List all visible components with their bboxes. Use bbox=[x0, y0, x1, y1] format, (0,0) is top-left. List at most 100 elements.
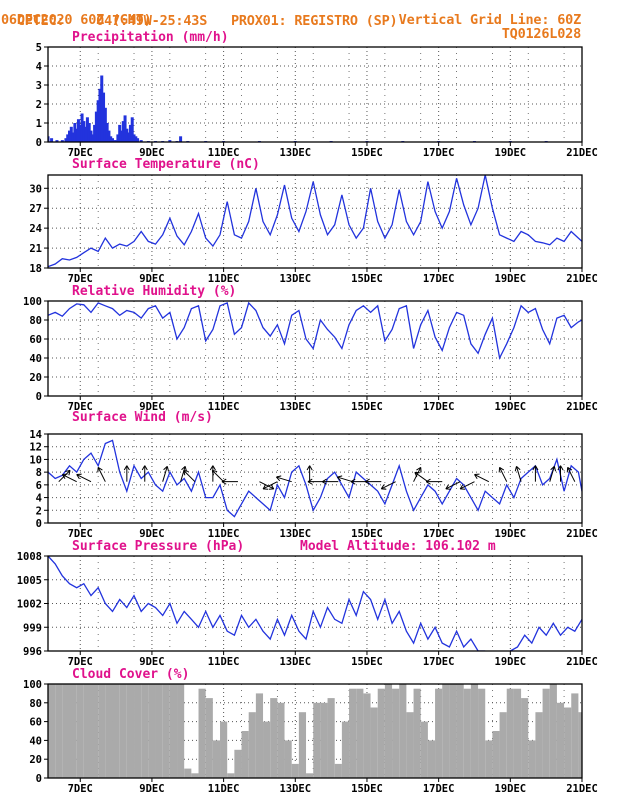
cloud-bar bbox=[463, 688, 471, 778]
cloud-bar bbox=[55, 684, 63, 778]
wind-arrowhead bbox=[276, 476, 281, 482]
wind-arrowhead bbox=[414, 472, 418, 478]
y-tick-label: 3 bbox=[36, 80, 42, 92]
cloud-bar bbox=[478, 688, 486, 778]
precip-bar bbox=[130, 117, 134, 142]
x-tick-label: 19DEC bbox=[495, 783, 527, 795]
y-tick-label: 12 bbox=[29, 442, 42, 454]
wind-arrowhead bbox=[209, 465, 214, 471]
cloud-bar bbox=[105, 684, 113, 778]
wind-title: Surface Wind (m/s) bbox=[72, 410, 213, 425]
wind-arrowhead bbox=[350, 478, 356, 483]
precip-bar bbox=[93, 124, 97, 142]
x-tick-label: 9DEC bbox=[139, 528, 164, 540]
wind-arrowhead bbox=[459, 484, 464, 490]
precip-bar bbox=[84, 126, 88, 142]
cloud-bar bbox=[277, 702, 285, 778]
y-tick-label: 24 bbox=[29, 223, 42, 235]
y-tick-label: 4 bbox=[36, 61, 42, 73]
x-tick-label: 21DEC bbox=[566, 273, 598, 285]
cloud-bar bbox=[377, 688, 385, 778]
wind-arrowhead bbox=[221, 481, 227, 485]
precip-bar bbox=[111, 138, 115, 142]
wind-arrowhead bbox=[532, 465, 536, 471]
cloud-bar bbox=[420, 721, 428, 778]
x-tick-label: 15DEC bbox=[351, 783, 383, 795]
cloud-bar bbox=[177, 684, 185, 778]
precip-bar bbox=[127, 132, 131, 142]
y-tick-label: 1 bbox=[36, 118, 42, 130]
precip-bar bbox=[48, 136, 50, 142]
x-tick-label: 7DEC bbox=[68, 147, 93, 159]
cloud-bar bbox=[384, 684, 393, 778]
wind-arrowhead bbox=[163, 465, 168, 471]
wind-arrowhead bbox=[221, 478, 227, 483]
x-tick-label: 15DEC bbox=[351, 528, 383, 540]
cloud-bar bbox=[119, 684, 127, 778]
cloud-bar bbox=[162, 684, 170, 778]
wind-arrow bbox=[474, 474, 490, 483]
y-tick-label: 18 bbox=[29, 263, 42, 275]
cloud-bar bbox=[470, 684, 479, 778]
precip-bar bbox=[91, 134, 95, 142]
wind-arrow bbox=[183, 470, 196, 483]
wind-arrow bbox=[459, 481, 475, 490]
y-tick-label: 27 bbox=[29, 203, 42, 215]
cloud-bar bbox=[141, 684, 149, 778]
precip-bar bbox=[139, 140, 143, 142]
y-tick-label: 5 bbox=[36, 42, 42, 54]
precip-bar bbox=[121, 121, 125, 142]
wind-arrow bbox=[262, 481, 278, 490]
wind-arrowhead bbox=[270, 484, 275, 490]
x-tick-label: 11DEC bbox=[208, 656, 240, 668]
x-tick-label: 19DEC bbox=[495, 401, 527, 413]
wind-arrow bbox=[62, 474, 77, 483]
precip-bar bbox=[123, 115, 127, 142]
wind-arrowhead bbox=[516, 465, 521, 471]
wind-arrow bbox=[162, 466, 168, 482]
x-tick-label: 15DEC bbox=[351, 273, 383, 285]
cloud-title: Cloud Cover (%) bbox=[72, 667, 189, 682]
wind-arrowhead bbox=[553, 466, 557, 472]
precip-bar bbox=[73, 123, 77, 142]
x-tick-label: 21DEC bbox=[566, 656, 598, 668]
precip-bar bbox=[60, 140, 64, 142]
precip-bar bbox=[50, 138, 54, 142]
cloud-bar bbox=[155, 684, 163, 778]
cloud-bar bbox=[148, 684, 156, 778]
wind-arrow bbox=[97, 467, 106, 482]
temp-frame bbox=[47, 174, 583, 269]
y-tick-label: 60 bbox=[29, 334, 42, 346]
precip-bar bbox=[168, 140, 172, 142]
cloud-bar bbox=[306, 773, 314, 778]
wind-line bbox=[48, 439, 582, 518]
precip-bar bbox=[96, 100, 100, 142]
x-tick-label: 21DEC bbox=[566, 147, 598, 159]
wind-arrow bbox=[515, 466, 522, 482]
cloud-bar bbox=[62, 684, 70, 778]
wind-arrow bbox=[337, 476, 353, 483]
cloud-bar bbox=[284, 740, 292, 778]
cloud-bar bbox=[406, 712, 414, 778]
precip-bar bbox=[87, 123, 91, 142]
y-tick-label: 40 bbox=[29, 353, 42, 365]
coordinates: 047:49W-25:43S bbox=[96, 13, 208, 29]
wind-arrowhead bbox=[337, 475, 343, 478]
wind-arrow bbox=[76, 474, 92, 483]
cloud-bar bbox=[212, 740, 221, 778]
cloud-bar bbox=[556, 702, 565, 778]
precip-bar bbox=[98, 88, 102, 142]
precip-bar bbox=[66, 134, 70, 142]
wind-arrowhead bbox=[425, 481, 431, 485]
y-tick-label: 60 bbox=[29, 717, 42, 729]
precip-bar bbox=[114, 140, 118, 142]
cloud-bar bbox=[126, 684, 135, 778]
x-tick-label: 9DEC bbox=[139, 783, 164, 795]
cloud-bar bbox=[191, 773, 199, 778]
cloud-bar bbox=[334, 763, 342, 778]
x-tick-label: 9DEC bbox=[139, 656, 164, 668]
cloud-bar bbox=[291, 763, 299, 778]
x-tick-label: 21DEC bbox=[566, 783, 598, 795]
x-tick-label: 17DEC bbox=[423, 656, 455, 668]
x-tick-label: 11DEC bbox=[208, 401, 240, 413]
